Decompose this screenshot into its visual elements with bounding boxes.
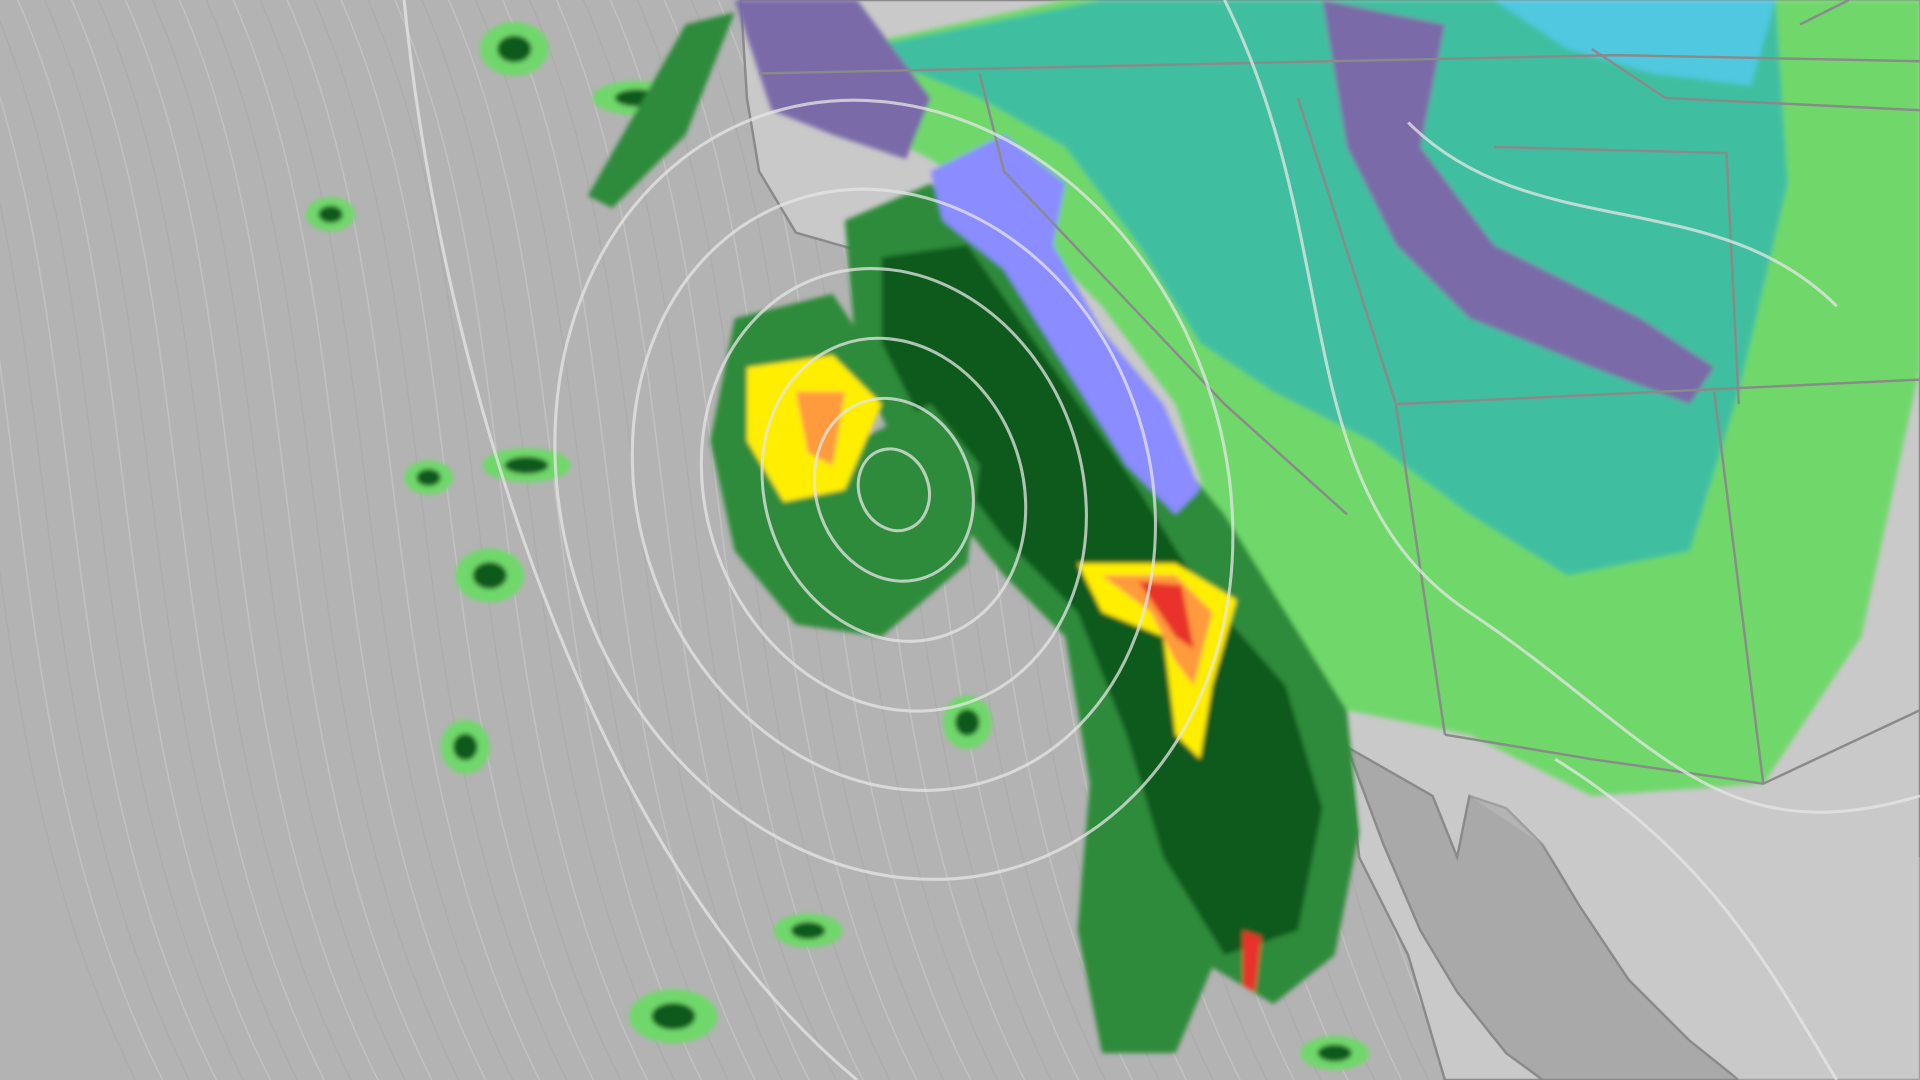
streamline: [393, 0, 649, 1080]
streamline: [97, 0, 353, 1080]
snow-area-oregon: [734, 0, 931, 160]
shower-cell-core: [651, 1002, 696, 1030]
isobar-contours: [402, 0, 1920, 1080]
border-arizona-nm: [1713, 391, 1765, 784]
shower-cell-core: [955, 708, 980, 736]
streamline: [178, 0, 433, 1080]
border-oregon-california: [759, 53, 1920, 75]
border-wyoming: [1799, 0, 1850, 26]
socal-extreme-rain: [1138, 581, 1194, 649]
streamline: [555, 0, 810, 1080]
streamline: [313, 0, 568, 1080]
shower-cell-core: [497, 35, 532, 63]
snow-area-cyan: [1493, 0, 1776, 86]
border-utah-arizona: [1395, 378, 1920, 406]
shower-cell-core: [472, 562, 507, 589]
isobar-east-2: [1407, 121, 1838, 308]
baja-peninsula: [1344, 744, 1741, 1080]
offshore-cell: [1242, 930, 1262, 992]
streamline: [232, 0, 487, 1080]
streamline: [0, 19, 245, 1080]
isobar-ring: [812, 396, 975, 583]
streamline: [367, 0, 622, 1080]
streamline: [0, 567, 137, 1080]
isobar-ring: [856, 447, 931, 533]
streamline: [340, 0, 595, 1080]
precip-area-teal: [857, 0, 1788, 576]
shower-cell-core: [453, 733, 478, 761]
streamline: [259, 0, 514, 1080]
streamline: [70, 0, 326, 1080]
border-utah: [1493, 145, 1740, 405]
isobar-west-1: [402, 0, 859, 1080]
streamline: [474, 0, 730, 1080]
offshore-band-north: [587, 12, 735, 209]
isobar-ring: [553, 98, 1235, 881]
streamline: [0, 358, 164, 1080]
shower-cell-core: [504, 456, 549, 474]
shower-cell-core: [318, 205, 343, 223]
streamline: [447, 0, 703, 1080]
streamline: [0, 95, 218, 1080]
shower-cell-core: [1317, 1044, 1352, 1062]
intense-rain-core: [795, 391, 845, 466]
streamline: [286, 0, 541, 1080]
state-borders: [759, 0, 1920, 785]
border-idaho: [1591, 47, 1920, 112]
streamline: [501, 0, 757, 1080]
border-us-mexico: [1444, 709, 1920, 785]
streamline: [420, 0, 676, 1080]
isobar-ring: [699, 267, 1088, 713]
shower-cell-core: [416, 468, 441, 487]
snow-band-nevada: [1322, 0, 1715, 405]
precipitation-layer: [306, 0, 1920, 1071]
streamline: [16, 0, 272, 1080]
shower-cell-core: [791, 922, 826, 940]
isobar-east-1: [1223, 0, 1920, 814]
isobar-ring: [760, 336, 1028, 643]
streamline: [0, 201, 191, 1080]
streamline: [151, 0, 406, 1080]
streamline: [124, 0, 379, 1080]
streamline: [205, 0, 460, 1080]
streamline: [43, 0, 299, 1080]
mexico-mainland: [1469, 759, 1920, 1080]
isobar-ring: [630, 187, 1157, 792]
border-california-nevada: [978, 73, 1348, 516]
isobar-south: [1554, 757, 1839, 1080]
